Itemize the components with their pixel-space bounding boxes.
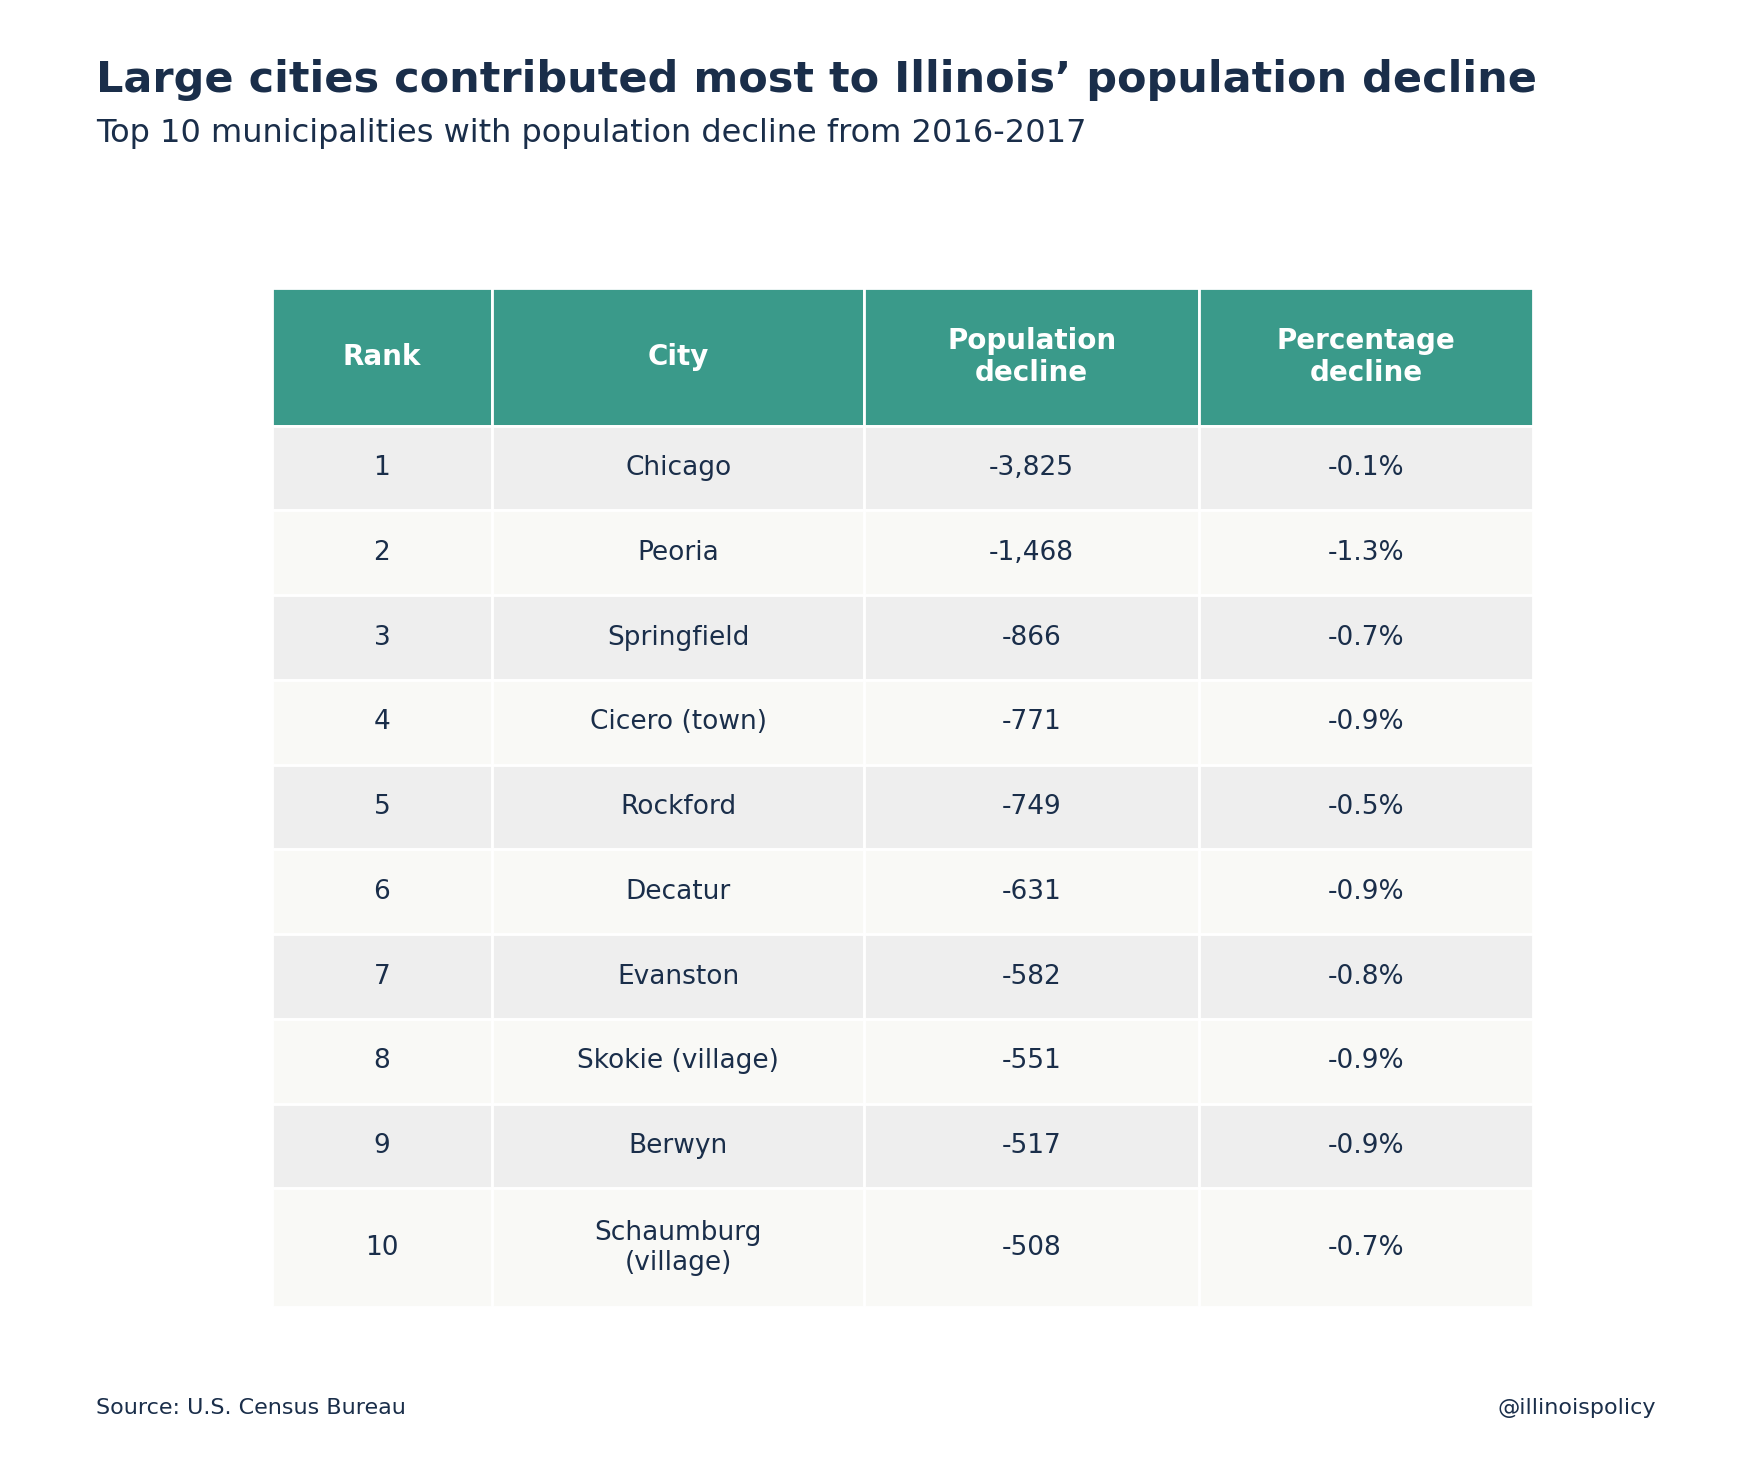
Text: Decatur: Decatur (625, 879, 731, 905)
Text: @illinoispolicy: @illinoispolicy (1498, 1397, 1656, 1418)
Text: -0.9%: -0.9% (1328, 1133, 1403, 1159)
Text: 10: 10 (364, 1235, 399, 1261)
Text: -631: -631 (1002, 879, 1062, 905)
Text: Rockford: Rockford (620, 795, 736, 820)
Text: Peoria: Peoria (638, 539, 720, 566)
Text: -582: -582 (1002, 963, 1062, 990)
Text: Skokie (village): Skokie (village) (578, 1049, 780, 1074)
Text: 6: 6 (373, 879, 391, 905)
Text: 4: 4 (373, 709, 391, 736)
Text: -771: -771 (1002, 709, 1062, 736)
Text: Springfield: Springfield (608, 625, 750, 650)
Text: -551: -551 (1002, 1049, 1062, 1074)
Text: -749: -749 (1002, 795, 1062, 820)
Text: -0.7%: -0.7% (1328, 1235, 1403, 1261)
Text: -0.9%: -0.9% (1328, 879, 1403, 905)
Text: -0.9%: -0.9% (1328, 709, 1403, 736)
Text: Source: U.S. Census Bureau: Source: U.S. Census Bureau (96, 1397, 406, 1418)
Text: 5: 5 (373, 795, 391, 820)
Text: 7: 7 (373, 963, 391, 990)
Text: -0.8%: -0.8% (1328, 963, 1403, 990)
Text: -1,468: -1,468 (990, 539, 1074, 566)
Text: Chicago: Chicago (625, 455, 732, 482)
Text: City: City (648, 343, 710, 371)
Text: Schaumburg
(village): Schaumburg (village) (594, 1220, 762, 1276)
Text: -3,825: -3,825 (990, 455, 1074, 482)
Text: 2: 2 (373, 539, 391, 566)
Text: Berwyn: Berwyn (629, 1133, 729, 1159)
Text: Population
decline: Population decline (948, 326, 1116, 387)
Text: 9: 9 (373, 1133, 391, 1159)
Text: 3: 3 (373, 625, 391, 650)
Text: -0.9%: -0.9% (1328, 1049, 1403, 1074)
Text: -508: -508 (1002, 1235, 1062, 1261)
Text: -0.5%: -0.5% (1328, 795, 1403, 820)
Text: Rank: Rank (343, 343, 420, 371)
Text: Cicero (town): Cicero (town) (590, 709, 767, 736)
Text: Large cities contributed most to Illinois’ population decline: Large cities contributed most to Illinoi… (96, 59, 1537, 100)
Text: -517: -517 (1002, 1133, 1062, 1159)
Text: 1: 1 (373, 455, 391, 482)
Text: Top 10 municipalities with population decline from 2016-2017: Top 10 municipalities with population de… (96, 118, 1086, 149)
Text: Evanston: Evanston (617, 963, 739, 990)
Text: 8: 8 (373, 1049, 391, 1074)
Text: -1.3%: -1.3% (1328, 539, 1403, 566)
Text: Percentage
decline: Percentage decline (1277, 326, 1456, 387)
Text: -866: -866 (1002, 625, 1062, 650)
Text: -0.1%: -0.1% (1328, 455, 1403, 482)
Text: -0.7%: -0.7% (1328, 625, 1403, 650)
